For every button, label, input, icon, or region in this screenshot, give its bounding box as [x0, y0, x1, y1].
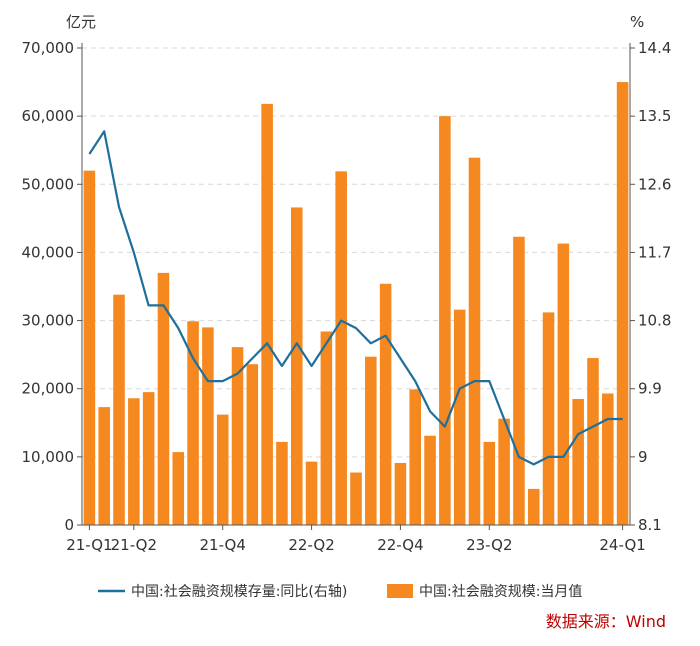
bar: [276, 441, 288, 525]
bar: [172, 452, 185, 525]
right-axis-unit: %: [630, 13, 644, 31]
x-tick-label: 21-Q4: [199, 536, 245, 554]
right-tick-label: 14.4: [638, 39, 671, 57]
legend-label-bar: 中国:社会融资规模:当月值: [419, 584, 582, 600]
bar: [572, 398, 584, 525]
x-tick-label: 21-Q2: [111, 536, 157, 554]
bar: [216, 414, 229, 525]
x-tick-label: 22-Q4: [377, 536, 423, 554]
bar: [616, 82, 629, 526]
bar: [350, 472, 362, 525]
bar: [542, 312, 555, 525]
x-tick-label: 24-Q1: [599, 536, 645, 554]
right-tick-label: 13.5: [638, 107, 671, 125]
left-tick-label: 20,000: [22, 380, 75, 398]
right-tick-label: 9: [638, 448, 648, 466]
x-tick-label: 21-Q1: [66, 536, 112, 554]
bar: [202, 327, 214, 525]
right-tick-label: 11.7: [638, 243, 671, 261]
right-tick-label: 12.6: [638, 175, 671, 193]
left-tick-label: 30,000: [22, 312, 75, 330]
bar: [527, 488, 540, 525]
bar-series: [83, 82, 629, 526]
right-tick-label: 10.8: [638, 312, 671, 330]
source-note: 数据来源：Wind: [546, 612, 666, 631]
bar: [320, 331, 333, 525]
bar: [83, 170, 96, 525]
bar: [157, 272, 170, 525]
bar: [439, 116, 451, 526]
legend: 中国:社会融资规模存量:同比(右轴) 中国:社会融资规模:当月值: [98, 584, 582, 600]
left-tick-label: 40,000: [22, 243, 75, 261]
bar: [365, 356, 377, 525]
left-tick-label: 0: [64, 516, 74, 534]
right-tick-label: 8.1: [638, 516, 662, 534]
bar: [290, 207, 303, 525]
bar: [468, 157, 481, 525]
left-axis-unit: 亿元: [66, 13, 96, 31]
axes: 0 8.1 10,000 9 20,000 9.9 30,000 10.8 40,000 11.7…: [22, 39, 672, 554]
bar: [394, 462, 407, 525]
line-path: [88, 130, 623, 466]
left-tick-label: 50,000: [22, 175, 75, 193]
bar: [483, 441, 496, 525]
bar: [246, 364, 259, 525]
bar: [261, 103, 273, 526]
bar: [557, 243, 570, 525]
legend-swatch-bar: [387, 584, 413, 598]
x-tick-label: 22-Q2: [288, 536, 334, 554]
bar: [587, 358, 599, 525]
x-tick-label: 23-Q2: [466, 536, 512, 554]
bar: [453, 309, 466, 525]
bar: [379, 283, 392, 525]
bar: [142, 392, 155, 525]
legend-label-line: 中国:社会融资规模存量:同比(右轴): [131, 584, 347, 600]
bar: [513, 236, 525, 525]
left-tick-label: 70,000: [22, 39, 75, 57]
right-tick-label: 9.9: [638, 380, 662, 398]
bar: [335, 171, 347, 526]
bar: [231, 347, 244, 525]
bar: [498, 418, 510, 525]
bar: [409, 389, 422, 525]
bar: [424, 435, 436, 525]
line-series: [88, 130, 623, 466]
left-tick-label: 60,000: [22, 107, 75, 125]
bar: [305, 461, 318, 525]
bar: [602, 393, 614, 525]
bar: [187, 321, 199, 525]
gridlines: [82, 47, 630, 458]
bar: [98, 407, 110, 525]
left-tick-label: 10,000: [22, 448, 75, 466]
bar: [128, 398, 140, 525]
bar: [113, 294, 125, 525]
